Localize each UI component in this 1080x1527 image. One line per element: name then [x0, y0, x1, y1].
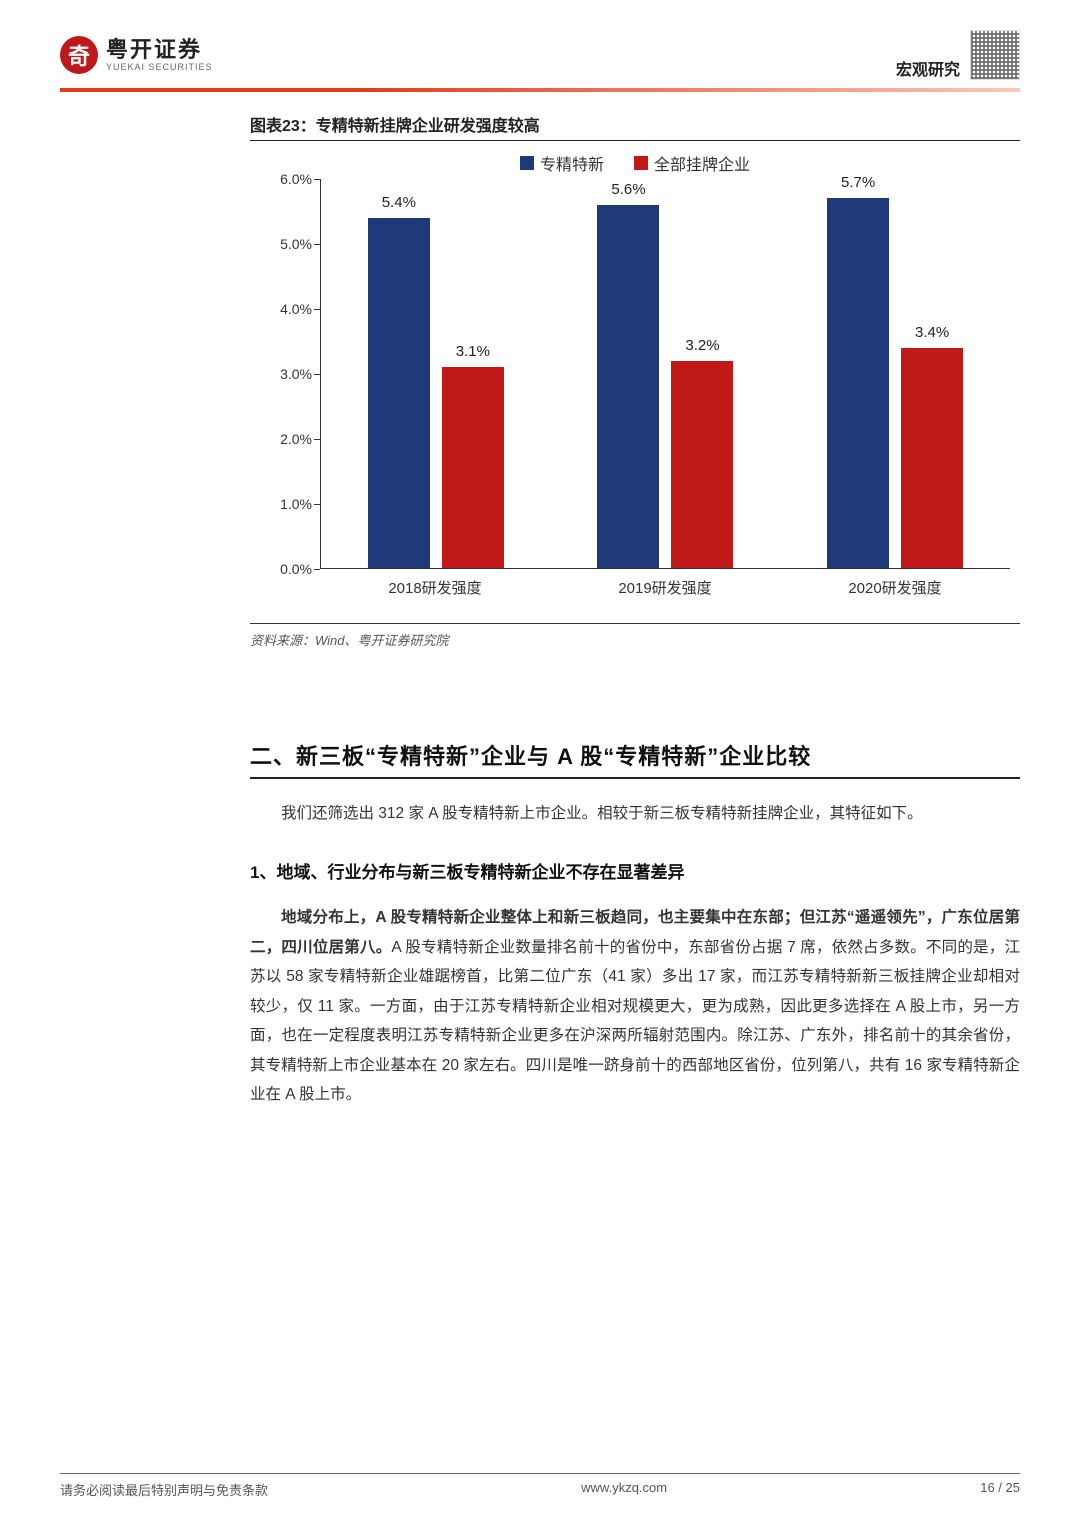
legend-swatch-1	[634, 156, 648, 170]
x-axis-label: 2018研发强度	[320, 569, 550, 609]
y-tick: 6.0%	[280, 171, 312, 187]
x-axis-labels: 2018研发强度2019研发强度2020研发强度	[320, 569, 1010, 609]
bar: 3.2%	[671, 361, 733, 568]
plot-area: 5.4%3.1%5.6%3.2%5.7%3.4%	[320, 179, 1010, 569]
x-axis-label: 2019研发强度	[550, 569, 780, 609]
bar-value-label: 5.7%	[841, 174, 875, 191]
bar-value-label: 3.4%	[915, 324, 949, 341]
logo-mark-icon: 奇	[60, 36, 98, 74]
brand-logo: 奇 粤开证券 YUEKAI SECURITIES	[60, 36, 213, 74]
bar: 3.1%	[442, 367, 504, 568]
footer-disclaimer: 请务必阅读最后特别声明与免责条款	[60, 1480, 268, 1499]
bar-group: 5.4%3.1%	[321, 179, 551, 568]
bar-value-label: 3.1%	[456, 343, 490, 360]
bar-group: 5.6%3.2%	[551, 179, 781, 568]
bar: 5.4%	[368, 218, 430, 568]
logo-en-text: YUEKAI SECURITIES	[106, 63, 213, 72]
y-tick: 4.0%	[280, 301, 312, 317]
x-axis-label: 2020研发强度	[780, 569, 1010, 609]
y-tick: 2.0%	[280, 431, 312, 447]
bar-group: 5.7%3.4%	[780, 179, 1010, 568]
bar-value-label: 5.4%	[382, 194, 416, 211]
bar-value-label: 3.2%	[685, 337, 719, 354]
y-tick: 3.0%	[280, 366, 312, 382]
bar-chart: 0.0%1.0%2.0%3.0%4.0%5.0%6.0% 5.4%3.1%5.6…	[260, 179, 1010, 609]
legend-swatch-0	[520, 156, 534, 170]
qr-code-icon	[970, 30, 1020, 80]
footer-page-number: 16 / 25	[980, 1480, 1020, 1499]
legend-label-1: 全部挂牌企业	[654, 151, 750, 175]
logo-cn-text: 粤开证券	[106, 39, 213, 61]
legend-label-0: 专精特新	[540, 151, 604, 175]
page-header: 奇 粤开证券 YUEKAI SECURITIES 宏观研究	[0, 0, 1080, 88]
y-tick: 0.0%	[280, 561, 312, 577]
chart-source: 资料来源：Wind、粤开证券研究院	[250, 623, 1020, 649]
paragraph-2: 地域分布上，A 股专精特新企业整体上和新三板趋同，也主要集中在东部；但江苏“遥遥…	[250, 903, 1020, 1109]
page-footer: 请务必阅读最后特别声明与免责条款 www.ykzq.com 16 / 25	[60, 1473, 1020, 1499]
header-category: 宏观研究	[896, 56, 960, 80]
y-tick: 1.0%	[280, 496, 312, 512]
legend-item-0: 专精特新	[520, 151, 604, 175]
footer-url: www.ykzq.com	[581, 1480, 667, 1499]
bar: 5.7%	[827, 198, 889, 568]
paragraph-2-rest: A 股专精特新企业数量排名前十的省份中，东部省份占据 7 席，依然占多数。不同的…	[250, 939, 1020, 1103]
chart-legend: 专精特新 全部挂牌企业	[250, 151, 1020, 175]
section-title: 二、新三板“专精特新”企业与 A 股“专精特新”企业比较	[250, 739, 1020, 779]
paragraph-intro: 我们还筛选出 312 家 A 股专精特新上市企业。相较于新三板专精特新挂牌企业，…	[250, 799, 1020, 828]
chart-title: 图表23：专精特新挂牌企业研发强度较高	[250, 112, 1020, 141]
bar: 5.6%	[597, 205, 659, 568]
y-axis: 0.0%1.0%2.0%3.0%4.0%5.0%6.0%	[260, 179, 320, 569]
legend-item-1: 全部挂牌企业	[634, 151, 750, 175]
subheading-1: 1、地域、行业分布与新三板专精特新企业不存在显著差异	[250, 858, 1020, 883]
bar-value-label: 5.6%	[611, 181, 645, 198]
y-tick: 5.0%	[280, 236, 312, 252]
bar: 3.4%	[901, 348, 963, 568]
